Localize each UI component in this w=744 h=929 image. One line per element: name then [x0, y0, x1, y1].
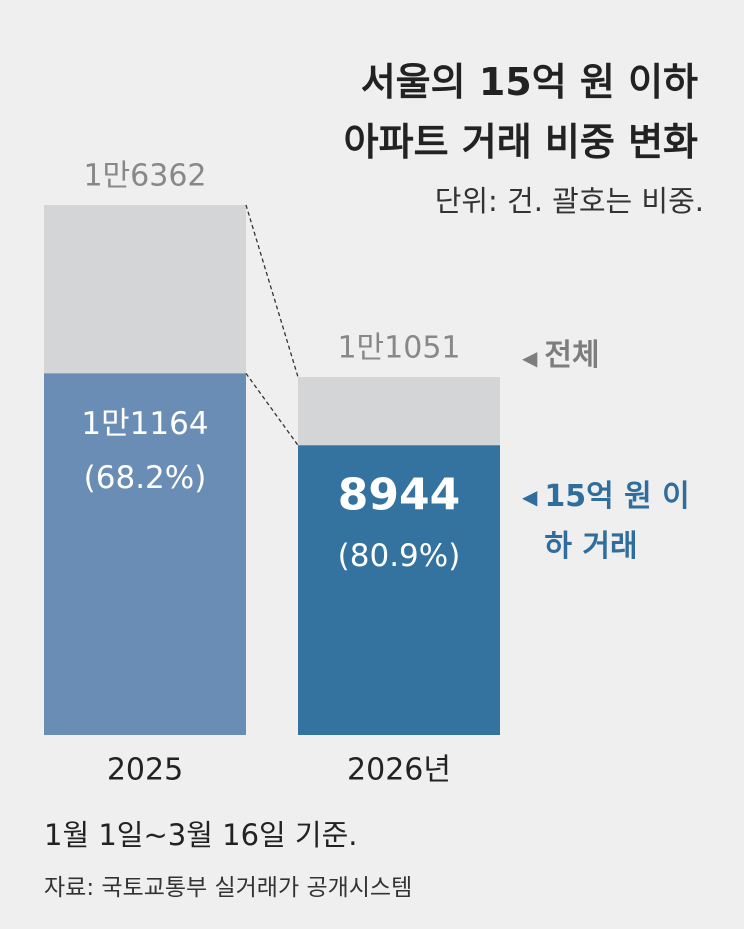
share-label: (80.9%)	[338, 538, 461, 574]
subtitle: 단위: 건. 괄호는 비중.	[434, 184, 704, 218]
note: 1월 1일~3월 16일 기준.	[44, 818, 358, 852]
total-label: 1만6362	[83, 159, 206, 194]
bar	[298, 445, 500, 735]
x-tick-label: 2026년	[347, 753, 451, 788]
connector	[245, 204, 299, 378]
share-label: (68.2%)	[84, 460, 207, 496]
legend-item: ◀ 15억 원 이하 거래	[522, 472, 694, 572]
chart-title: 서울의 15억 원 이하 아파트 거래 비중 변화	[344, 52, 698, 172]
legend-item: ◀ 전체	[522, 330, 600, 374]
value-label: 1만1164	[81, 406, 208, 442]
value-label: 8944	[338, 469, 460, 520]
legend-marker: ◀	[522, 346, 545, 370]
x-tick-label: 2025	[107, 753, 183, 788]
total-label: 1만1051	[337, 331, 460, 366]
legend-label: 전체	[544, 338, 600, 373]
title-line: 서울의 15억 원 이하	[360, 60, 698, 104]
legend-marker: ◀	[522, 485, 545, 509]
source: 자료: 국토교통부 실거래가 공개시스템	[44, 875, 413, 901]
connector	[245, 372, 299, 446]
bar	[44, 373, 246, 735]
legend-label: 15억 원 이하 거래	[544, 479, 690, 564]
title-line: 아파트 거래 비중 변화	[343, 120, 698, 164]
